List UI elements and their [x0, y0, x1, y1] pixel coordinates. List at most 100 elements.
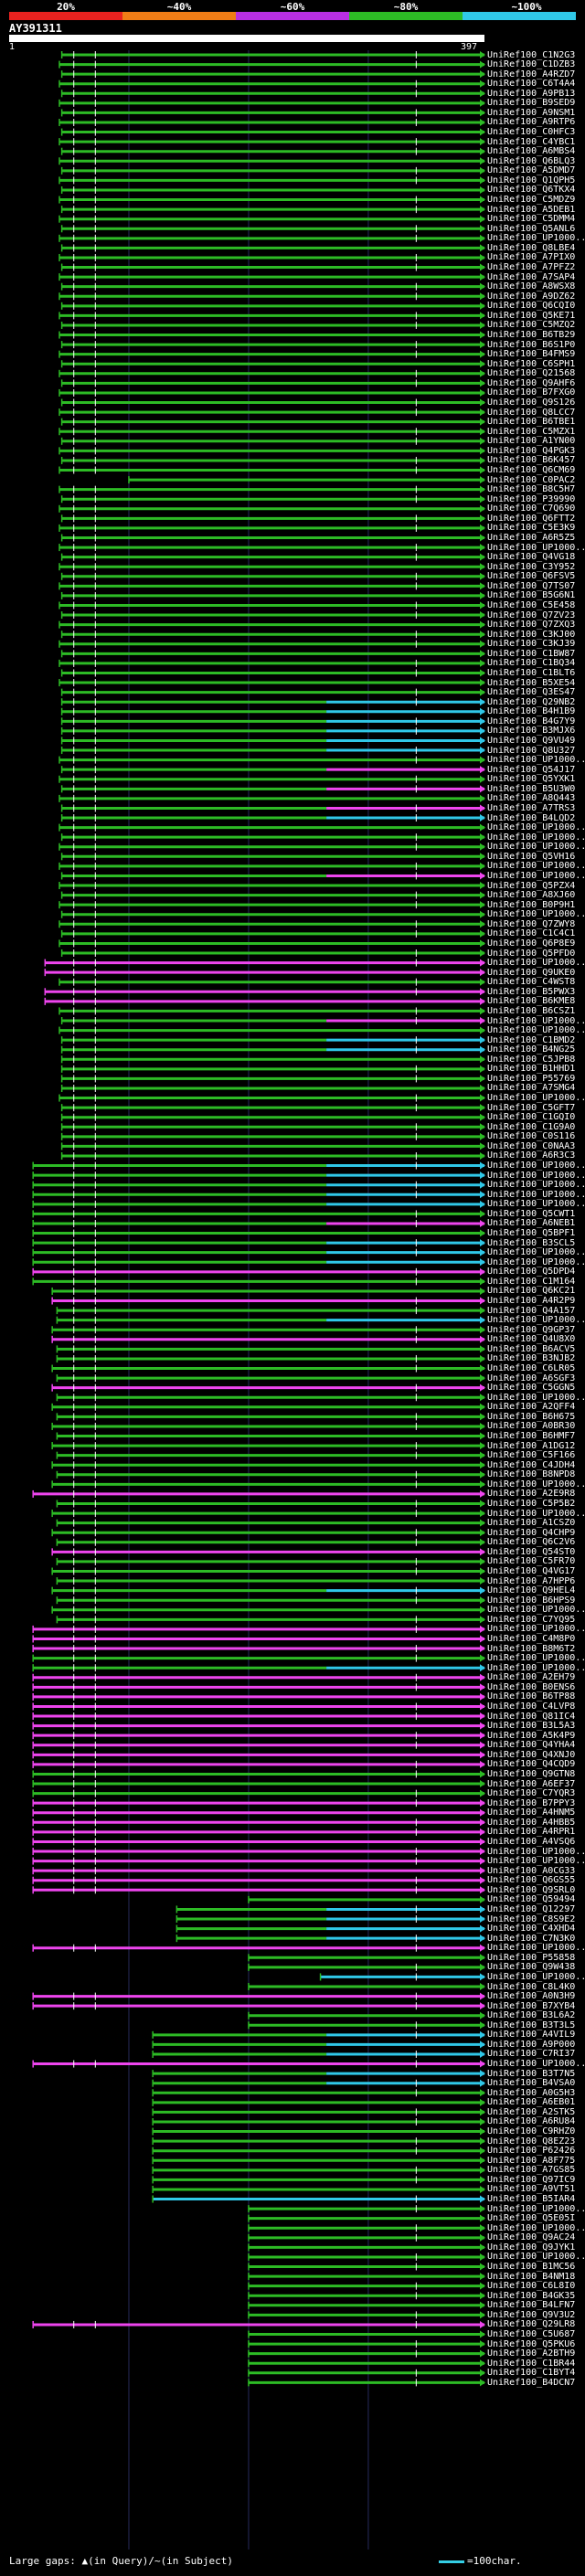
- hit-label[interactable]: UniRef100_B6TBE1: [487, 417, 576, 428]
- hit-label[interactable]: UniRef100_Q5PKU6: [487, 2338, 576, 2349]
- hit-label[interactable]: UniRef100_Q7TS07: [487, 580, 576, 591]
- hit-label[interactable]: UniRef100_B4H1B9: [487, 706, 576, 717]
- hit-label[interactable]: UniRef100_C5FR70: [487, 1556, 576, 1567]
- hit-label[interactable]: UniRef100_Q29LR8: [487, 2319, 576, 2330]
- hit-label[interactable]: UniRef100_Q4U8X0: [487, 1334, 576, 1345]
- hit-label[interactable]: UniRef100_C7Q690: [487, 504, 576, 514]
- hit-label[interactable]: UniRef100_Q54J17: [487, 764, 576, 775]
- hit-label[interactable]: UniRef100_A5DEB1: [487, 204, 576, 215]
- hit-label[interactable]: UniRef100_Q9SRL0: [487, 1884, 576, 1895]
- hit-label[interactable]: UniRef100_B3SCL5: [487, 1237, 576, 1248]
- hit-label[interactable]: UniRef100_A4VSQ6: [487, 1836, 576, 1847]
- hit-label[interactable]: UniRef100_A2QFF4: [487, 1402, 576, 1413]
- hit-label[interactable]: UniRef100_UP1000..: [487, 1256, 585, 1267]
- hit-label[interactable]: UniRef100_Q4VG18: [487, 552, 576, 563]
- hit-label[interactable]: UniRef100_UP1000..: [487, 2222, 585, 2233]
- hit-label[interactable]: UniRef100_C5F166: [487, 1450, 576, 1461]
- hit-label[interactable]: UniRef100_Q9S126: [487, 398, 576, 408]
- hit-label[interactable]: UniRef100_UP1000..: [487, 1653, 585, 1664]
- hit-label[interactable]: UniRef100_UP1000..: [487, 822, 585, 833]
- hit-label[interactable]: UniRef100_B4FMS9: [487, 349, 576, 360]
- hit-label[interactable]: UniRef100_Q6FSV5: [487, 571, 576, 582]
- hit-label[interactable]: UniRef100_C3KJ39: [487, 639, 576, 650]
- hit-label[interactable]: UniRef100_UP1000..: [487, 1624, 585, 1635]
- hit-label[interactable]: UniRef100_Q8U327: [487, 745, 576, 756]
- hit-label[interactable]: UniRef100_C9RHZ0: [487, 2126, 576, 2137]
- hit-label[interactable]: UniRef100_C1G9A0: [487, 1121, 576, 1132]
- hit-label[interactable]: UniRef100_B1HHD1: [487, 1064, 576, 1075]
- hit-label[interactable]: UniRef100_B4NM18: [487, 2271, 576, 2282]
- hit-label[interactable]: UniRef100_Q9GTN8: [487, 1768, 576, 1779]
- hit-label[interactable]: UniRef100_Q5VH16: [487, 851, 576, 862]
- hit-label[interactable]: UniRef100_UP1000..: [487, 1856, 585, 1867]
- hit-label[interactable]: UniRef100_C5DMM4: [487, 214, 576, 225]
- hit-label[interactable]: UniRef100_B7XYB4: [487, 2000, 576, 2011]
- hit-label[interactable]: UniRef100_A7TRS3: [487, 802, 576, 813]
- hit-label[interactable]: UniRef100_A4HBB5: [487, 1817, 576, 1828]
- hit-label[interactable]: UniRef100_Q7ZV23: [487, 610, 576, 620]
- hit-label[interactable]: UniRef100_C4M8P0: [487, 1633, 576, 1644]
- hit-label[interactable]: UniRef100_A6SGF3: [487, 1373, 576, 1383]
- hit-label[interactable]: UniRef100_A0N3H9: [487, 1991, 576, 2002]
- hit-label[interactable]: UniRef100_Q9VU49: [487, 735, 576, 746]
- hit-label[interactable]: UniRef100_C1BW87: [487, 648, 576, 659]
- hit-label[interactable]: UniRef100_B3L5A3: [487, 1721, 576, 1732]
- hit-label[interactable]: UniRef100_B4G7Y9: [487, 716, 576, 726]
- hit-label[interactable]: UniRef100_Q9AC24: [487, 2232, 576, 2243]
- hit-label[interactable]: UniRef100_C4XHD4: [487, 1924, 576, 1935]
- hit-label[interactable]: UniRef100_C1BR44: [487, 2358, 576, 2369]
- hit-label[interactable]: UniRef100_A9RTP6: [487, 117, 576, 128]
- hit-label[interactable]: UniRef100_B4NG25: [487, 1044, 576, 1055]
- hit-label[interactable]: UniRef100_Q6BLQ3: [487, 155, 576, 166]
- hit-label[interactable]: UniRef100_UP1000..: [487, 1199, 585, 1210]
- hit-label[interactable]: UniRef100_A8WSX8: [487, 281, 576, 292]
- hit-label[interactable]: UniRef100_B0ENS6: [487, 1681, 576, 1692]
- hit-label[interactable]: UniRef100_Q6GS55: [487, 1875, 576, 1886]
- hit-label[interactable]: UniRef100_A0CG33: [487, 1865, 576, 1876]
- hit-label[interactable]: UniRef100_P55769: [487, 1073, 576, 1084]
- hit-label[interactable]: UniRef100_UP1000..: [487, 1170, 585, 1181]
- hit-label[interactable]: UniRef100_A6R3C3: [487, 1150, 576, 1161]
- hit-label[interactable]: UniRef100_Q6P8E9: [487, 938, 576, 949]
- hit-label[interactable]: UniRef100_B1MC56: [487, 2262, 576, 2273]
- hit-label[interactable]: UniRef100_Q4A157: [487, 1305, 576, 1316]
- hit-label[interactable]: UniRef100_UP1000..: [487, 1247, 585, 1258]
- hit-label[interactable]: UniRef100_UP1000..: [487, 832, 585, 843]
- hit-label[interactable]: UniRef100_A7HPP6: [487, 1575, 576, 1586]
- hit-label[interactable]: UniRef100_Q7ZWY8: [487, 918, 576, 929]
- hit-label[interactable]: UniRef100_B7PPY3: [487, 1797, 576, 1808]
- hit-label[interactable]: UniRef100_A8Q443: [487, 793, 576, 804]
- hit-label[interactable]: UniRef100_Q5DPD4: [487, 1267, 576, 1277]
- hit-label[interactable]: UniRef100_C4WST8: [487, 977, 576, 988]
- hit-label[interactable]: UniRef100_A7SMG4: [487, 1083, 576, 1094]
- hit-label[interactable]: UniRef100_Q4CHP9: [487, 1527, 576, 1538]
- hit-label[interactable]: UniRef100_B5U3W0: [487, 783, 576, 794]
- hit-label[interactable]: UniRef100_C5P5B2: [487, 1499, 576, 1509]
- hit-label[interactable]: UniRef100_UP1000..: [487, 1180, 585, 1191]
- hit-label[interactable]: UniRef100_A6R5Z5: [487, 533, 576, 543]
- hit-label[interactable]: UniRef100_B9SED9: [487, 98, 576, 109]
- hit-label[interactable]: UniRef100_A9VT51: [487, 2184, 576, 2195]
- hit-label[interactable]: UniRef100_Q5CWT1: [487, 1208, 576, 1219]
- hit-label[interactable]: UniRef100_B3T7N5: [487, 2068, 576, 2079]
- hit-label[interactable]: UniRef100_Q6FTT2: [487, 513, 576, 524]
- hit-label[interactable]: UniRef100_UP1000..: [487, 1025, 585, 1036]
- hit-label[interactable]: UniRef100_A4VIL9: [487, 2030, 576, 2041]
- hit-label[interactable]: UniRef100_C6SPH1: [487, 358, 576, 369]
- hit-label[interactable]: UniRef100_UP1000..: [487, 1508, 585, 1519]
- hit-label[interactable]: UniRef100_UP1000..: [487, 2252, 585, 2263]
- hit-label[interactable]: UniRef100_Q21568: [487, 368, 576, 379]
- hit-label[interactable]: UniRef100_Q4PGK3: [487, 445, 576, 456]
- hit-label[interactable]: UniRef100_B6ACV5: [487, 1343, 576, 1354]
- hit-label[interactable]: UniRef100_Q9V3U2: [487, 2309, 576, 2320]
- hit-label[interactable]: UniRef100_B6CSZ1: [487, 1005, 576, 1016]
- hit-label[interactable]: UniRef100_UP1000..: [487, 1315, 585, 1326]
- hit-label[interactable]: UniRef100_Q6C2V6: [487, 1537, 576, 1548]
- hit-label[interactable]: UniRef100_UP1000..: [487, 1392, 585, 1403]
- hit-label[interactable]: UniRef100_A5K4P9: [487, 1730, 576, 1741]
- hit-label[interactable]: UniRef100_A7PIX0: [487, 252, 576, 263]
- hit-label[interactable]: UniRef100_C5U687: [487, 2329, 576, 2340]
- hit-label[interactable]: UniRef100_Q4YHA4: [487, 1740, 576, 1751]
- hit-label[interactable]: UniRef100_Q97IC9: [487, 2174, 576, 2185]
- hit-label[interactable]: UniRef100_C5E458: [487, 599, 576, 610]
